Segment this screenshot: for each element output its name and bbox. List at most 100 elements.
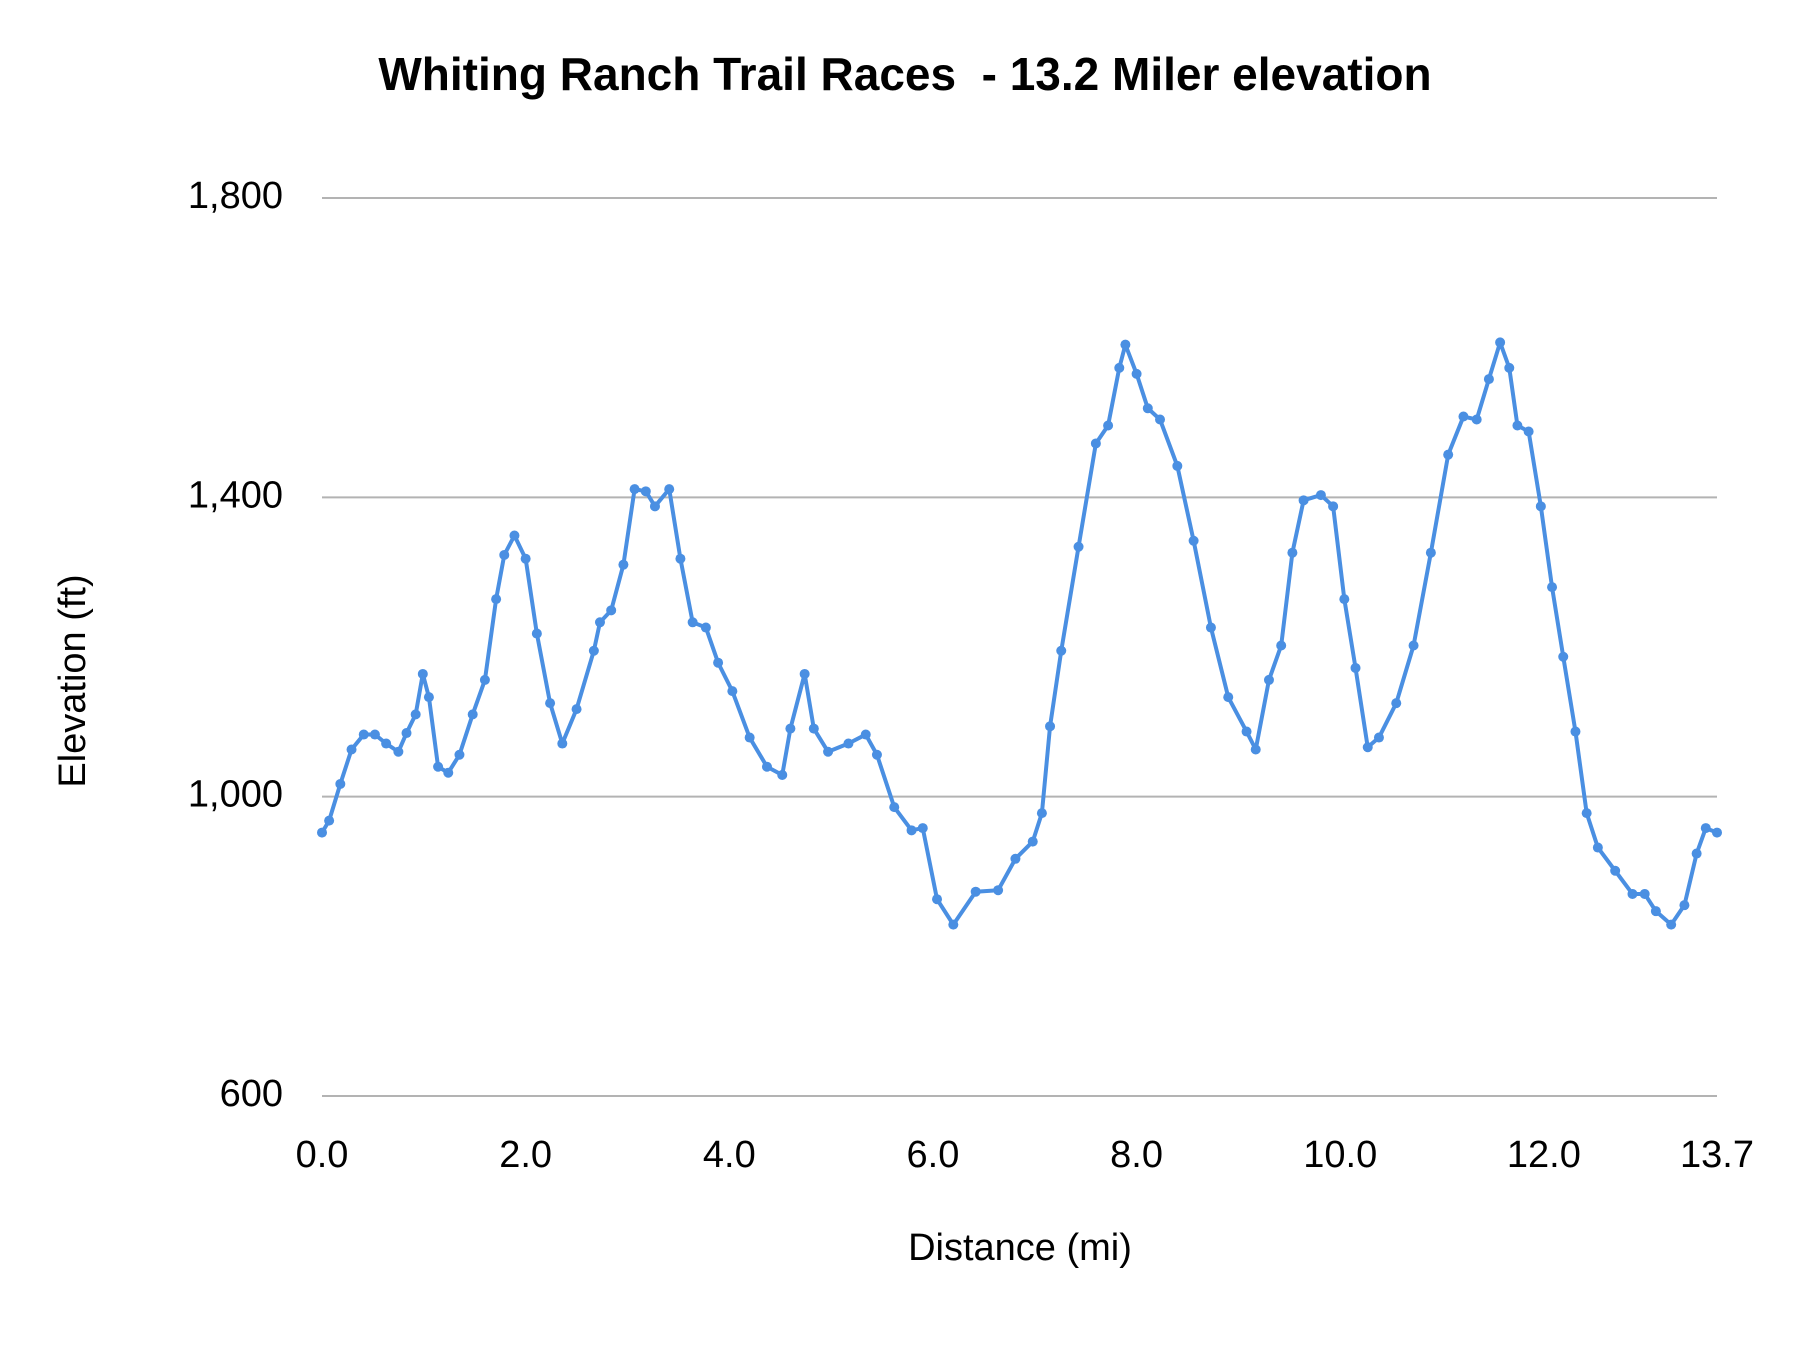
data-point bbox=[799, 668, 810, 679]
data-point bbox=[1328, 501, 1339, 512]
data-point bbox=[629, 484, 640, 495]
data-point bbox=[545, 698, 556, 709]
data-point bbox=[1691, 848, 1702, 859]
data-point bbox=[1090, 438, 1101, 449]
data-point bbox=[649, 501, 660, 512]
data-point bbox=[1056, 645, 1067, 656]
x-tick-label: 2.0 bbox=[499, 1134, 552, 1176]
x-tick-label: 13.7 bbox=[1680, 1134, 1754, 1176]
data-point bbox=[1172, 460, 1183, 471]
data-point bbox=[993, 885, 1004, 896]
data-point bbox=[1205, 622, 1216, 633]
data-point bbox=[664, 484, 675, 495]
data-point bbox=[520, 553, 531, 564]
data-point bbox=[594, 617, 605, 628]
data-point bbox=[531, 628, 542, 639]
x-tick-label: 0.0 bbox=[296, 1134, 349, 1176]
data-point bbox=[1287, 547, 1298, 558]
data-point bbox=[479, 674, 490, 685]
data-point bbox=[1223, 692, 1234, 703]
data-point bbox=[1504, 362, 1515, 373]
data-point bbox=[1610, 865, 1621, 876]
x-axis-title: Distance (mi) bbox=[908, 1227, 1132, 1269]
data-point bbox=[1250, 744, 1261, 755]
data-point bbox=[358, 729, 369, 740]
data-point bbox=[1027, 836, 1038, 847]
data-point bbox=[1391, 698, 1402, 709]
data-point bbox=[1570, 726, 1581, 737]
data-point bbox=[454, 749, 465, 760]
data-point bbox=[785, 723, 796, 734]
y-tick-label: 1,800 bbox=[188, 175, 283, 217]
data-point bbox=[1650, 906, 1661, 917]
data-point bbox=[317, 827, 327, 838]
data-point bbox=[588, 645, 599, 656]
x-tick-label: 4.0 bbox=[703, 1134, 756, 1176]
data-point bbox=[871, 749, 882, 760]
data-point bbox=[335, 778, 346, 789]
data-point bbox=[1547, 582, 1558, 593]
data-point bbox=[433, 761, 444, 772]
data-point bbox=[889, 802, 900, 813]
data-point bbox=[1155, 414, 1166, 425]
x-tick-label: 6.0 bbox=[907, 1134, 960, 1176]
data-point bbox=[1036, 808, 1047, 819]
data-point bbox=[1131, 368, 1142, 379]
data-point bbox=[443, 767, 454, 778]
x-tick-label: 8.0 bbox=[1110, 1134, 1163, 1176]
data-point bbox=[1408, 640, 1419, 651]
data-point bbox=[618, 559, 629, 570]
data-point bbox=[571, 704, 582, 715]
data-point bbox=[744, 732, 755, 743]
data-point bbox=[1315, 490, 1326, 501]
data-point bbox=[1188, 535, 1199, 546]
data-point bbox=[1495, 337, 1506, 348]
data-point bbox=[1483, 374, 1494, 385]
data-point bbox=[369, 729, 380, 740]
data-point bbox=[1073, 541, 1084, 552]
data-point bbox=[1700, 823, 1711, 834]
data-point bbox=[346, 744, 357, 755]
data-point bbox=[1666, 919, 1677, 930]
data-point bbox=[1114, 362, 1125, 373]
data-point bbox=[491, 594, 502, 605]
data-point bbox=[1639, 888, 1650, 899]
data-point bbox=[1241, 726, 1252, 737]
y-axis-title: Elevation (ft) bbox=[52, 574, 94, 787]
data-point bbox=[1263, 674, 1274, 685]
data-point bbox=[917, 823, 928, 834]
data-point bbox=[948, 919, 959, 930]
data-point bbox=[860, 729, 871, 740]
data-point bbox=[401, 728, 412, 739]
data-point bbox=[675, 553, 686, 564]
data-point bbox=[823, 746, 834, 757]
data-point bbox=[843, 738, 854, 749]
data-point bbox=[1535, 501, 1546, 512]
data-point bbox=[1350, 662, 1361, 673]
data-point bbox=[324, 815, 335, 826]
x-tick-label: 12.0 bbox=[1507, 1134, 1581, 1176]
y-tick-label: 1,000 bbox=[188, 774, 283, 816]
data-point bbox=[393, 746, 404, 757]
data-point bbox=[1298, 495, 1309, 506]
data-point bbox=[713, 657, 724, 668]
data-point bbox=[606, 605, 617, 616]
data-point bbox=[1120, 339, 1131, 350]
data-point bbox=[1142, 403, 1153, 414]
data-point bbox=[467, 709, 478, 720]
data-point bbox=[1010, 853, 1021, 864]
data-point bbox=[1425, 547, 1436, 558]
data-point bbox=[1443, 449, 1454, 460]
data-point bbox=[970, 886, 981, 897]
data-point bbox=[1712, 827, 1722, 838]
data-point bbox=[727, 686, 738, 697]
data-point bbox=[381, 738, 392, 749]
data-point bbox=[777, 769, 788, 780]
data-point bbox=[1558, 651, 1569, 662]
data-point bbox=[423, 692, 434, 703]
data-point bbox=[932, 894, 943, 905]
data-point bbox=[1458, 411, 1469, 422]
x-tick-label: 10.0 bbox=[1303, 1134, 1377, 1176]
